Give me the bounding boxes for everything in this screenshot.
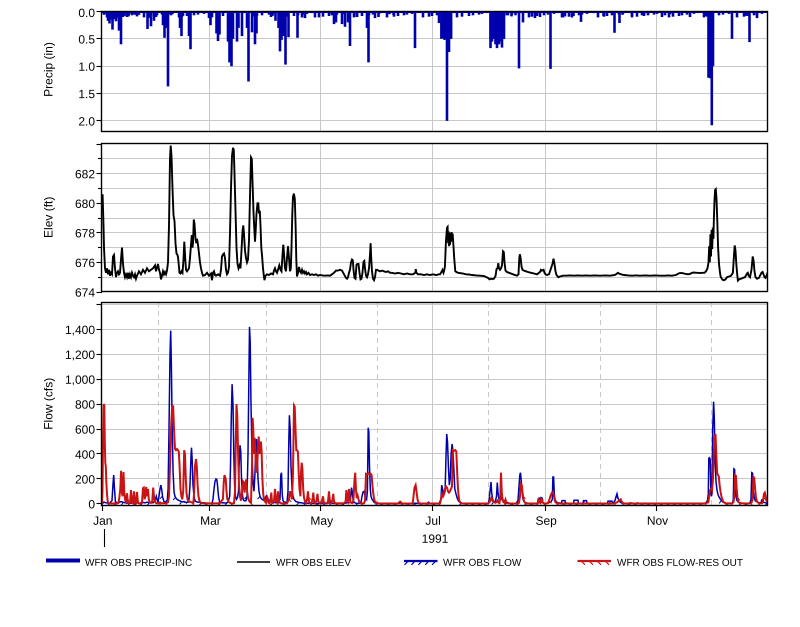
svg-text:1.5: 1.5 — [78, 87, 95, 101]
svg-text:WFR OBS PRECIP-INC: WFR OBS PRECIP-INC — [85, 558, 192, 569]
svg-text:WFR OBS FLOW: WFR OBS FLOW — [443, 558, 522, 569]
svg-text:600: 600 — [75, 423, 95, 437]
svg-text:1,400: 1,400 — [65, 323, 95, 337]
svg-text:800: 800 — [75, 398, 95, 412]
svg-text:WFR OBS FLOW-RES OUT: WFR OBS FLOW-RES OUT — [617, 558, 743, 569]
svg-text:400: 400 — [75, 448, 95, 462]
svg-text:0.0: 0.0 — [78, 6, 95, 20]
svg-text:0.5: 0.5 — [78, 32, 95, 46]
svg-text:1,000: 1,000 — [65, 373, 95, 387]
svg-text:1,200: 1,200 — [65, 348, 95, 362]
svg-text:Jan: Jan — [93, 514, 112, 528]
svg-text:Elev (ft): Elev (ft) — [42, 197, 56, 238]
svg-text:Flow (cfs): Flow (cfs) — [42, 378, 56, 430]
svg-text:Mar: Mar — [200, 514, 221, 528]
svg-text:May: May — [310, 514, 333, 528]
svg-text:Precip (in): Precip (in) — [42, 42, 56, 97]
svg-text:680: 680 — [75, 197, 95, 211]
svg-text:674: 674 — [75, 286, 95, 300]
svg-text:676: 676 — [75, 256, 95, 270]
svg-text:200: 200 — [75, 472, 95, 486]
svg-text:Jul: Jul — [425, 514, 440, 528]
svg-text:2.0: 2.0 — [78, 114, 95, 128]
svg-text:0: 0 — [88, 497, 95, 511]
svg-text:WFR OBS ELEV: WFR OBS ELEV — [276, 558, 351, 569]
svg-text:682: 682 — [75, 167, 95, 181]
svg-text:678: 678 — [75, 226, 95, 240]
svg-text:1991: 1991 — [422, 532, 449, 546]
svg-text:Sep: Sep — [536, 514, 558, 528]
svg-text:Nov: Nov — [647, 514, 668, 528]
svg-text:1.0: 1.0 — [78, 60, 95, 74]
